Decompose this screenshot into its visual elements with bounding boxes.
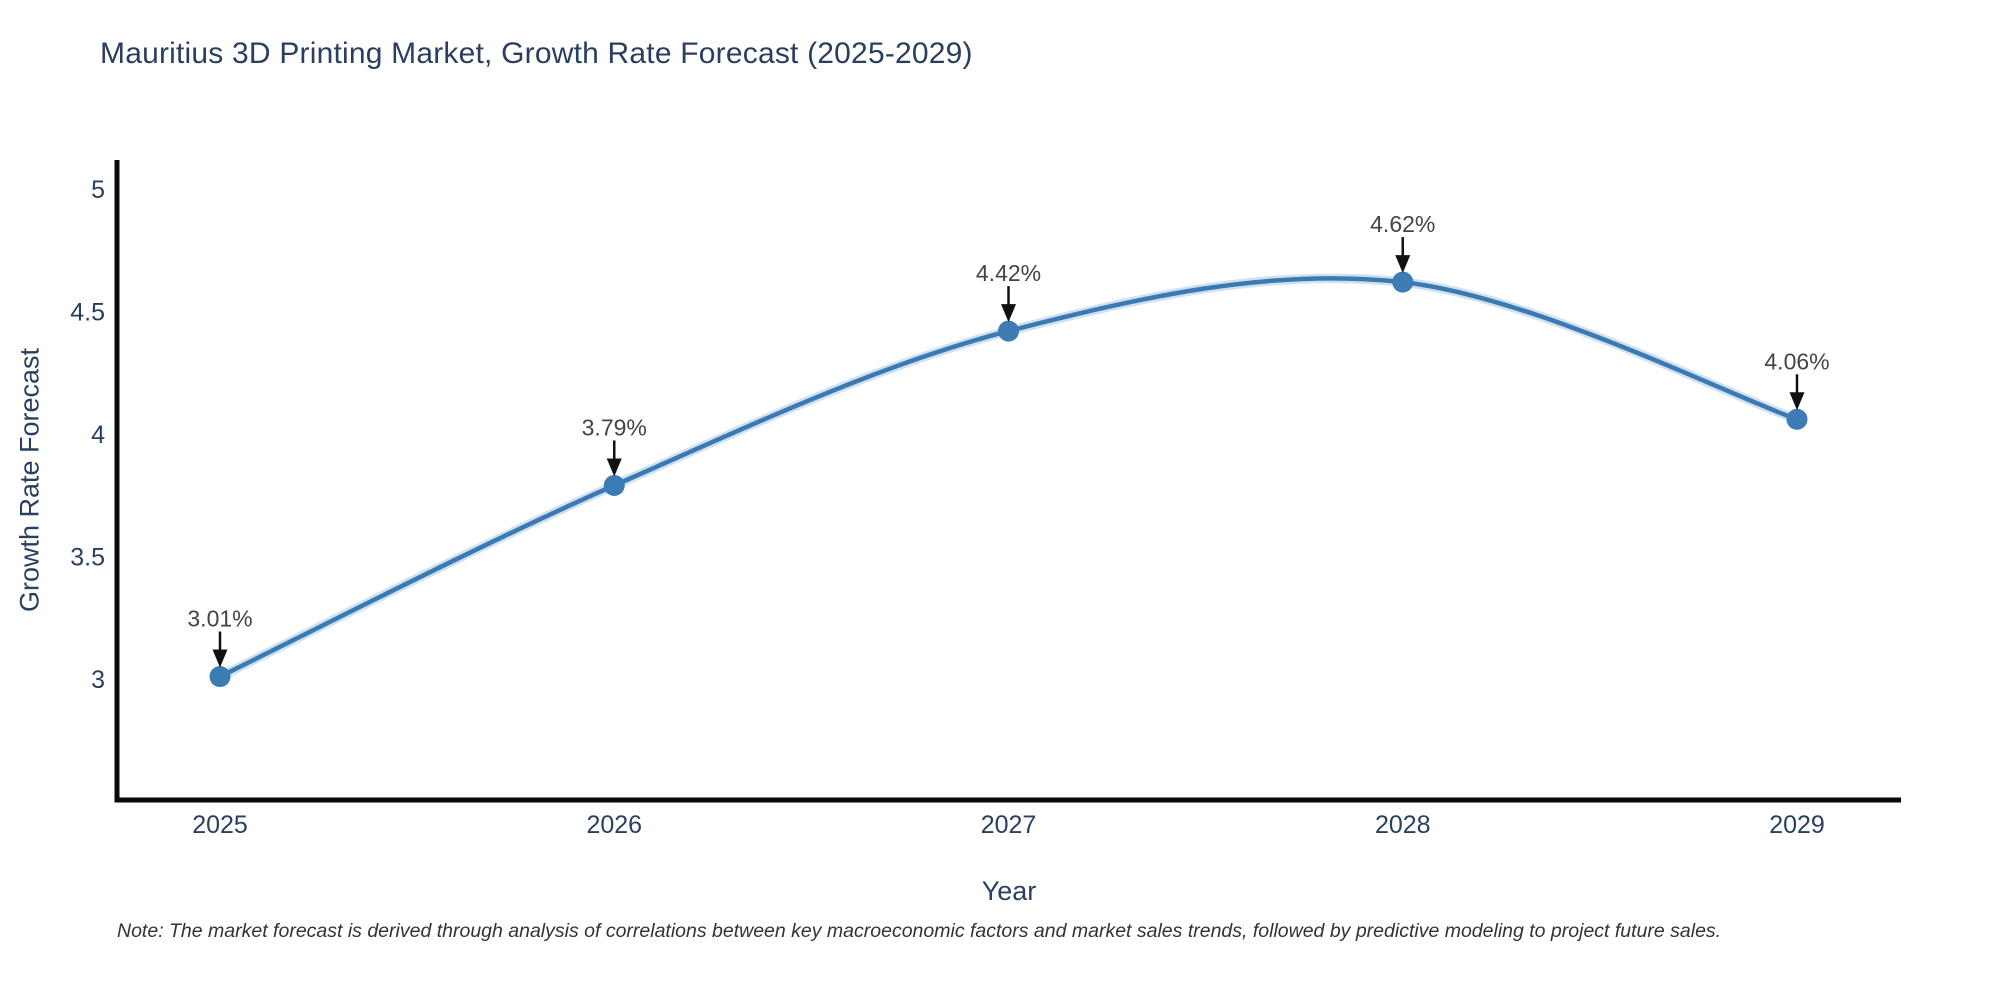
y-tick-label: 5	[91, 176, 105, 204]
data-point-label: 4.06%	[1764, 348, 1829, 374]
annotation-arrowhead-icon	[1395, 255, 1411, 274]
data-point-2028[interactable]	[1392, 271, 1414, 293]
y-tick-label: 3	[91, 666, 105, 694]
data-point-2025[interactable]	[209, 666, 231, 688]
chart-footnote: Note: The market forecast is derived thr…	[117, 920, 1722, 942]
annotation-arrowhead-icon	[212, 649, 228, 668]
x-tick-label: 2025	[192, 811, 248, 839]
y-tick-label: 4.5	[70, 299, 105, 327]
x-tick-label: 2028	[1375, 811, 1431, 839]
data-point-label: 4.42%	[976, 260, 1041, 286]
chart-title: Mauritius 3D Printing Market, Growth Rat…	[100, 37, 973, 70]
data-point-label: 3.01%	[187, 606, 252, 632]
x-tick-label: 2026	[586, 811, 642, 839]
annotation-arrowhead-icon	[606, 458, 622, 477]
annotation-arrowhead-icon	[1001, 304, 1016, 323]
x-tick-label: 2029	[1769, 811, 1825, 839]
data-point-2027[interactable]	[998, 320, 1019, 342]
x-axis-title: Year	[981, 876, 1037, 906]
y-tick-label: 3.5	[70, 544, 105, 572]
data-point-label: 4.62%	[1370, 211, 1435, 237]
annotation-arrowhead-icon	[1789, 392, 1805, 411]
x-tick-label: 2027	[981, 811, 1037, 839]
y-tick-label: 4	[91, 421, 105, 449]
data-point-2026[interactable]	[603, 474, 625, 496]
data-point-label: 3.79%	[582, 414, 647, 440]
data-point-2029[interactable]	[1786, 408, 1808, 430]
